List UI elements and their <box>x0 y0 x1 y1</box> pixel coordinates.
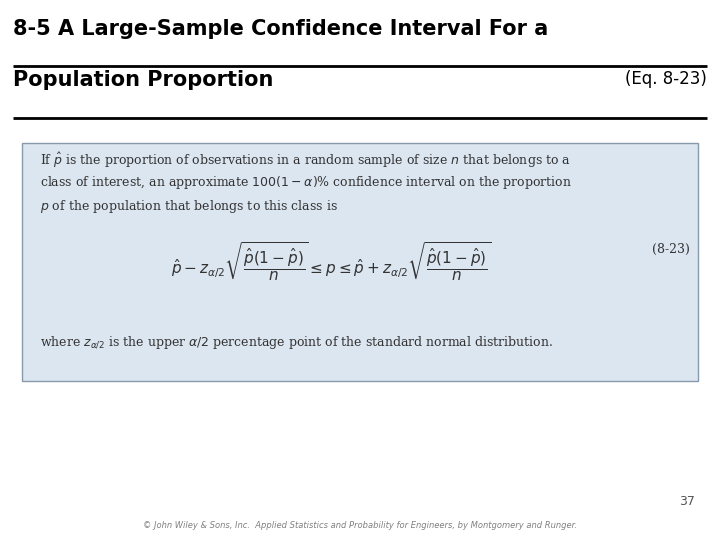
Text: (Eq. 8-23): (Eq. 8-23) <box>625 70 707 88</box>
Text: 8-5 A Large-Sample Confidence Interval For a: 8-5 A Large-Sample Confidence Interval F… <box>13 19 548 39</box>
Text: $\hat{p} - z_{\alpha/2}\sqrt{\dfrac{\hat{p}(1-\hat{p})}{n}} \leq p \leq \hat{p} : $\hat{p} - z_{\alpha/2}\sqrt{\dfrac{\hat… <box>171 240 492 282</box>
Text: If $\hat{p}$ is the proportion of observations in a random sample of size $n$ th: If $\hat{p}$ is the proportion of observ… <box>40 151 571 170</box>
Text: © John Wiley & Sons, Inc.  Applied Statistics and Probability for Engineers, by : © John Wiley & Sons, Inc. Applied Statis… <box>143 521 577 530</box>
Text: Population Proportion: Population Proportion <box>13 70 274 90</box>
Text: class of interest, an approximate $100(1 - \alpha)$% confidence interval on the : class of interest, an approximate $100(1… <box>40 174 572 191</box>
Text: 37: 37 <box>679 495 695 508</box>
Text: (8-23): (8-23) <box>652 243 690 256</box>
Text: where $z_{\alpha/2}$ is the upper $\alpha/2$ percentage point of the standard no: where $z_{\alpha/2}$ is the upper $\alph… <box>40 335 553 352</box>
Text: $p$ of the population that belongs to this class is: $p$ of the population that belongs to th… <box>40 198 338 214</box>
FancyBboxPatch shape <box>22 143 698 381</box>
